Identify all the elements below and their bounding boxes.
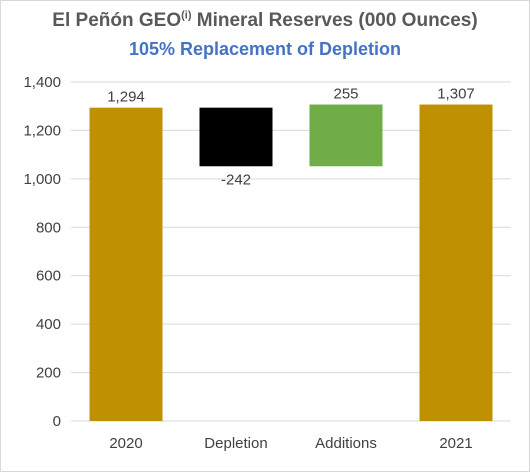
x-tick-label: Depletion	[204, 435, 267, 452]
x-tick-label: 2020	[109, 435, 142, 452]
data-label: 1,307	[437, 86, 475, 103]
y-tick-label: 800	[36, 219, 61, 236]
y-tick-label: 1,400	[23, 74, 61, 91]
y-tick-label: 400	[36, 316, 61, 333]
data-label: -242	[221, 171, 251, 188]
y-tick-label: 600	[36, 268, 61, 285]
y-tick-label: 1,000	[23, 171, 61, 188]
x-tick-label: 2021	[439, 435, 472, 452]
bar	[419, 104, 493, 421]
y-tick-label: 0	[53, 413, 61, 430]
chart-title: El Peñón GEO(i) Mineral Reserves (000 Ou…	[52, 9, 478, 31]
bar	[309, 104, 383, 167]
y-tick-label: 1,200	[23, 122, 61, 139]
x-tick-label: Additions	[315, 435, 377, 452]
chart-subtitle: 105% Replacement of Depletion	[128, 39, 402, 59]
bar	[89, 107, 163, 421]
data-label: 255	[333, 86, 358, 103]
bar	[199, 107, 273, 167]
y-tick-label: 200	[36, 365, 61, 382]
data-label: 1,294	[107, 89, 145, 106]
